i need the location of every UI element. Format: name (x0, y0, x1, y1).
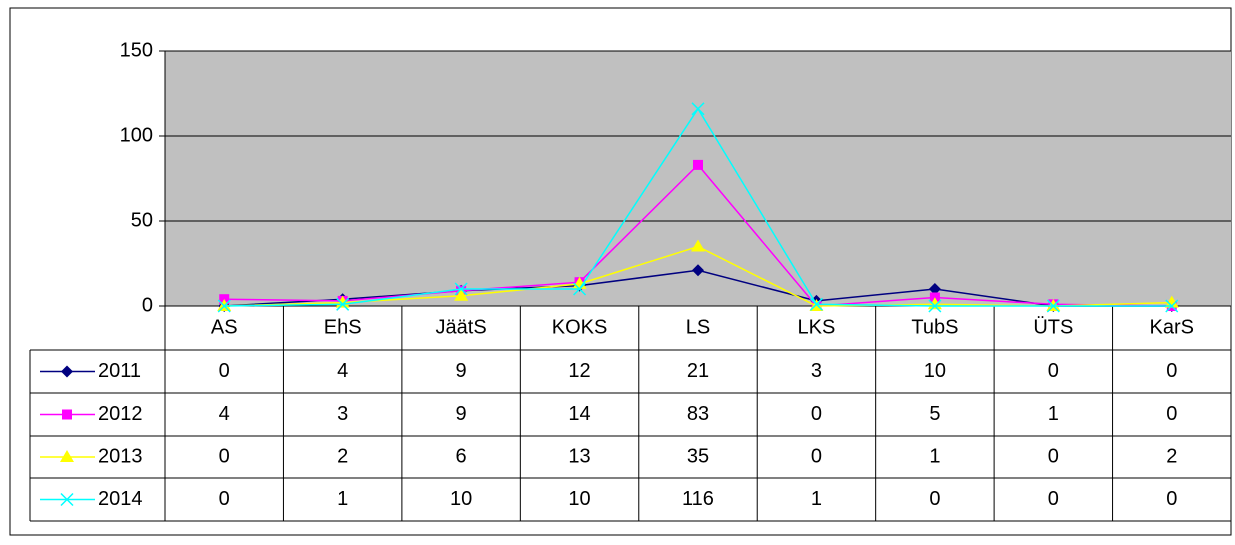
table-value: 0 (219, 488, 230, 510)
x-tick-label: KOKS (552, 316, 608, 338)
table-value: 0 (1048, 488, 1059, 510)
table-value: 3 (811, 360, 822, 382)
table-value: 116 (682, 488, 714, 510)
marker (454, 288, 469, 301)
marker (928, 299, 942, 313)
x-tick-label: TubS (911, 316, 958, 338)
legend-label: 2012 (98, 403, 143, 425)
marker (809, 297, 823, 311)
legend-marker (61, 365, 73, 378)
table-value: 10 (450, 488, 472, 510)
table-value: 1 (1048, 403, 1059, 425)
marker (336, 297, 350, 311)
marker (691, 102, 705, 116)
table-value: 1 (929, 445, 940, 467)
table-value: 9 (456, 360, 467, 382)
table-value: 12 (568, 360, 590, 382)
marker (928, 283, 941, 295)
marker (1046, 299, 1060, 313)
table-value: 14 (568, 403, 590, 425)
table-value: 1 (811, 488, 822, 510)
x-tick-label: JäätS (436, 316, 487, 338)
table-value: 5 (929, 403, 940, 425)
table-value: 0 (1166, 360, 1177, 382)
marker (693, 159, 703, 170)
table-value: 0 (811, 403, 822, 425)
table-value: 3 (337, 403, 348, 425)
table-value: 0 (811, 445, 822, 467)
table-value: 0 (219, 445, 230, 467)
table-value: 4 (219, 403, 230, 425)
x-tick-label: ÜTS (1033, 316, 1073, 338)
table-value: 9 (456, 403, 467, 425)
legend-label: 2014 (98, 488, 143, 510)
table-value: 1 (337, 488, 348, 510)
table-value: 10 (568, 488, 590, 510)
table-value: 0 (1048, 445, 1059, 467)
x-tick-label: KarS (1150, 316, 1194, 338)
legend-marker (60, 450, 74, 462)
table-value: 21 (687, 360, 709, 382)
marker (691, 239, 705, 252)
marker (454, 282, 468, 296)
table-value: 0 (929, 488, 940, 510)
table-value: 0 (1166, 488, 1177, 510)
marker (573, 282, 587, 296)
table-value: 83 (687, 403, 709, 425)
x-tick-label: EhS (324, 316, 362, 338)
legend-marker (62, 409, 72, 420)
plot-area (165, 51, 1231, 306)
marker (217, 299, 231, 313)
legend-label: 2011 (98, 360, 141, 382)
x-tick-label: LS (686, 316, 710, 338)
table-value: 0 (1048, 360, 1059, 382)
table-value: 13 (568, 445, 590, 467)
marker (1164, 295, 1179, 308)
marker (692, 264, 704, 277)
legend-label: 2013 (98, 445, 143, 467)
y-tick-label: 100 (120, 124, 153, 146)
y-tick-label: 150 (120, 39, 153, 61)
table-value: 2 (1166, 445, 1177, 467)
y-tick-label: 50 (131, 209, 153, 231)
legend-marker (60, 492, 74, 507)
table-value: 2 (337, 445, 348, 467)
table-value: 4 (337, 360, 348, 382)
table-value: 0 (219, 360, 230, 382)
table-value: 10 (924, 360, 946, 382)
table-value: 6 (456, 445, 467, 467)
x-tick-label: LKS (798, 316, 836, 338)
table-value: 35 (687, 445, 709, 467)
marker (1165, 299, 1179, 313)
table-value: 0 (1166, 403, 1177, 425)
y-tick-label: 0 (142, 294, 153, 316)
x-tick-label: AS (211, 316, 238, 338)
